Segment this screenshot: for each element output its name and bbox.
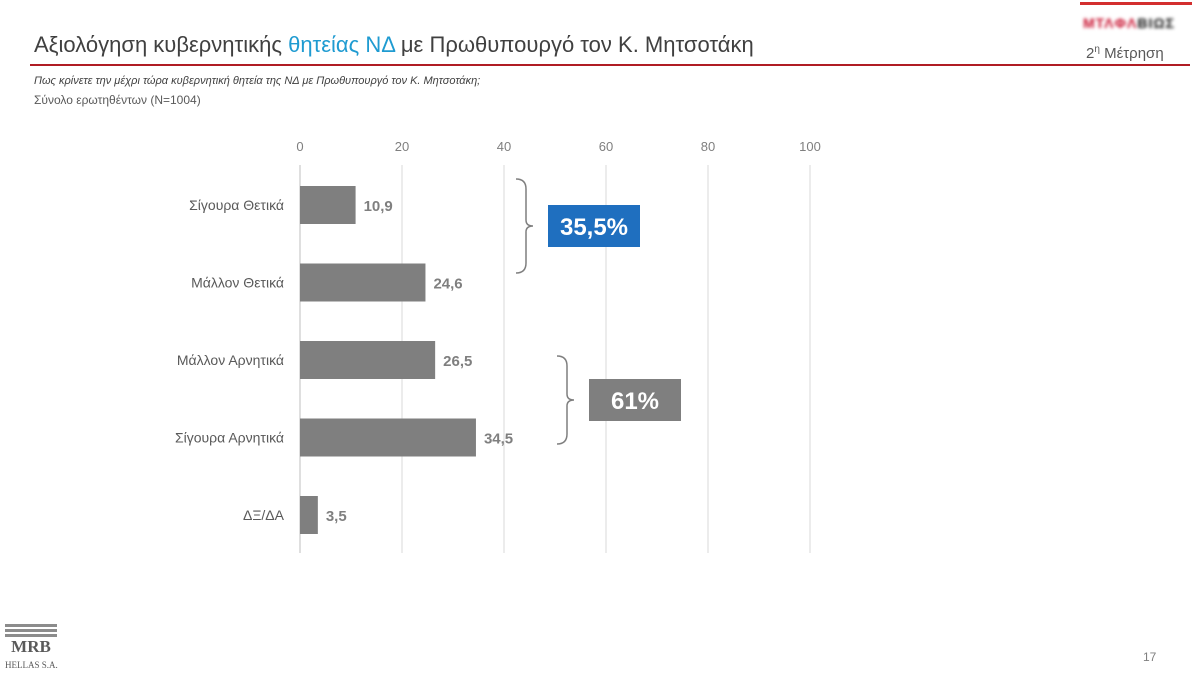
bar	[300, 341, 436, 379]
data-label: 3,5	[326, 508, 347, 525]
group-total-label: 61%	[611, 388, 659, 415]
measurement-label: 2η Μέτρηση	[1086, 44, 1164, 62]
mrb-logo-subtext: HELLAS S.A.	[5, 660, 58, 670]
bar	[300, 496, 318, 534]
sample-size-note: Σύνολο ερωτηθέντων (N=1004)	[34, 93, 201, 107]
page-title: Αξιολόγηση κυβερνητικής θητείας ΝΔ με Πρ…	[34, 32, 754, 58]
mrb-logo-band	[5, 624, 57, 627]
group-total-box	[548, 205, 640, 247]
brand-logo-topline	[1080, 2, 1192, 5]
measurement-superscript: η	[1094, 44, 1100, 55]
category-label: Μάλλον Αρνητικά	[177, 352, 284, 368]
mrb-logo: MRB HELLAS S.A.	[5, 624, 58, 672]
bar	[300, 418, 476, 457]
x-tick-label: 40	[497, 139, 511, 154]
bar	[300, 263, 426, 302]
title-part-2: με Πρωθυπουργό τον Κ. Μητσοτάκη	[394, 32, 754, 57]
x-tick-label: 0	[296, 139, 303, 154]
title-highlight: θητείας ΝΔ	[288, 32, 395, 57]
mrb-logo-text: MRB	[11, 637, 51, 656]
title-part-1: Αξιολόγηση κυβερνητικής	[34, 32, 289, 57]
mrb-logo-band	[5, 629, 57, 632]
brand-logo: ΜΤΛΦΛ ΒΙΩΣ	[1083, 15, 1175, 31]
group-total-box	[589, 379, 681, 421]
data-label: 34,5	[484, 431, 513, 448]
group-bracket	[556, 355, 575, 445]
data-label: 10,9	[364, 198, 393, 215]
measurement-text: Μέτρηση	[1099, 45, 1164, 62]
data-label: 24,6	[433, 276, 462, 293]
category-label: Σίγουρα Θετικά	[189, 197, 284, 213]
x-tick-label: 60	[599, 139, 613, 154]
group-total-label: 35,5%	[560, 214, 628, 241]
category-label: Μάλλον Θετικά	[191, 275, 284, 291]
category-label: ΔΞ/ΔΑ	[243, 507, 285, 523]
x-tick-label: 20	[395, 139, 409, 154]
group-bracket	[515, 178, 534, 274]
x-tick-label: 100	[799, 139, 821, 154]
data-label: 26,5	[443, 353, 472, 370]
page-number: 17	[1143, 650, 1157, 664]
survey-question: Πως κρίνετε την μέχρι τώρα κυβερνητική θ…	[34, 75, 481, 87]
measurement-number: 2	[1086, 45, 1095, 62]
category-label: Σίγουρα Αρνητικά	[175, 430, 284, 446]
x-tick-label: 80	[701, 139, 715, 154]
bar	[300, 186, 356, 224]
mrb-logo-band	[5, 634, 57, 637]
title-divider	[30, 64, 1190, 66]
